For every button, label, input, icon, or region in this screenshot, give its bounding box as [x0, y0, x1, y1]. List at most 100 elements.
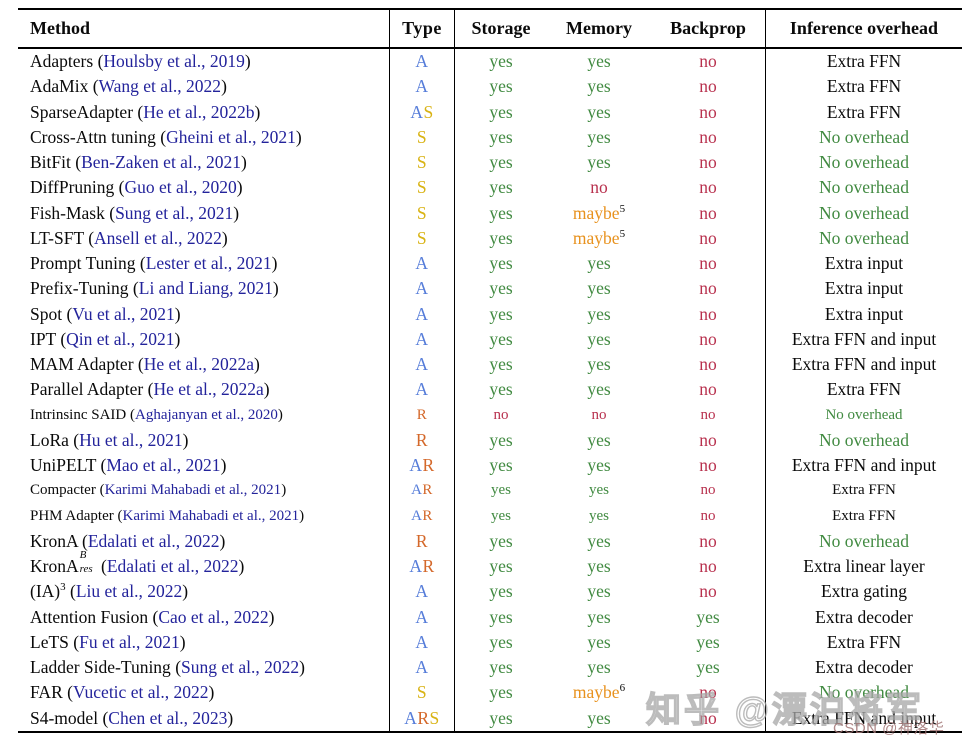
value-text: yes — [587, 581, 611, 602]
memory-cell: yes — [547, 125, 651, 150]
method-cell: Adapters (Houlsby et al., 2019) — [18, 49, 390, 75]
value-text: yes — [489, 581, 513, 602]
table-row: PHM Adapter (Karimi Mahabadi et al., 202… — [18, 503, 962, 529]
citation-link[interactable]: Lester et al., 2021 — [145, 253, 272, 273]
citation-link[interactable]: Qin et al., 2021 — [66, 328, 175, 349]
value-text: yes — [587, 152, 611, 172]
citation-link[interactable]: Karimi Mahabadi et al., 2021 — [104, 482, 282, 499]
method-cell: Spot (Vu et al., 2021) — [18, 301, 390, 327]
citation-link[interactable]: Sung et al., 2021 — [115, 202, 234, 223]
citation-link[interactable]: Edalati et al., 2022 — [106, 556, 239, 576]
type-letter: A — [415, 631, 429, 652]
storage-cell: yes — [455, 226, 547, 251]
citation-link[interactable]: He et al., 2022b — [143, 101, 255, 122]
type-letter: A — [415, 379, 429, 400]
value-text: no — [699, 126, 717, 147]
table-row: SparseAdapter (He et al., 2022b) AS yes yes… — [18, 99, 962, 125]
value-text: no — [590, 177, 608, 198]
type-cell: S — [390, 150, 455, 176]
backprop-cell: no — [651, 74, 765, 99]
memory-cell: yes — [547, 706, 651, 731]
citation-link[interactable]: Mao et al., 2021 — [106, 455, 221, 475]
citation-link[interactable]: Karimi Mahabadi et al., 2021 — [122, 507, 300, 524]
citation-link[interactable]: Houlsby et al., 2019 — [103, 51, 245, 71]
type-letter: A — [415, 328, 429, 349]
method-cell: S4-model (Chen et al., 2023) — [18, 705, 390, 731]
value-text: yes — [587, 379, 611, 400]
type-letter: A — [415, 354, 429, 374]
method-paren-open: ( — [62, 682, 73, 703]
value-text: no — [700, 507, 716, 524]
value-text: maybe — [572, 682, 620, 703]
value-text: yes — [489, 455, 513, 475]
method-paren-open: ( — [135, 253, 146, 273]
value-text: no — [699, 530, 717, 551]
citation-link[interactable]: Li and Liang, 2021 — [138, 278, 273, 299]
overhead-text: No overhead — [819, 202, 909, 223]
memory-cell: yes — [547, 100, 651, 125]
citation-link[interactable]: Aghajanyan et al., 2020 — [135, 406, 278, 423]
method-cell: Fish-Mask (Sung et al., 2021) — [18, 200, 390, 226]
method-paren-open: ( — [93, 51, 104, 71]
method-paren-open: ( — [88, 76, 99, 97]
type-letter: A — [415, 581, 429, 602]
col-header-storage: Storage — [471, 18, 531, 38]
method-paren-close: ) — [295, 126, 302, 147]
citation-link[interactable]: Gheini et al., 2021 — [166, 126, 296, 147]
memory-cell: yes — [547, 504, 651, 529]
memory-cell: yes — [547, 605, 651, 630]
value-text: yes — [489, 606, 513, 627]
inference-overhead-cell: Extra FFN and input — [765, 705, 962, 731]
type-letter: R — [422, 507, 433, 524]
storage-cell: yes — [455, 49, 547, 74]
type-cell: ARS — [390, 705, 455, 731]
citation-link[interactable]: Ansell et al., 2022 — [94, 227, 222, 248]
col-header-memory: Memory — [566, 18, 632, 38]
citation-link[interactable]: He et al., 2022a — [143, 354, 255, 374]
value-text: yes — [587, 51, 611, 71]
inference-overhead-cell: No overhead — [765, 124, 962, 151]
method-cell: PHM Adapter (Karimi Mahabadi et al., 202… — [18, 503, 390, 529]
backprop-cell: no — [651, 554, 765, 579]
method-paren-close: ) — [254, 101, 261, 122]
citation-link[interactable]: Vu et al., 2021 — [72, 303, 175, 324]
citation-link[interactable]: Sung et al., 2022 — [181, 657, 300, 677]
backprop-cell: no — [651, 579, 765, 604]
backprop-cell: no — [651, 478, 765, 503]
method-paren-open: ( — [98, 707, 109, 728]
value-text: yes — [489, 631, 513, 652]
citation-link[interactable]: Chen et al., 2023 — [108, 707, 228, 728]
type-cell: R — [390, 528, 455, 555]
citation-link[interactable]: Edalati et al., 2022 — [87, 530, 220, 551]
type-letter: A — [415, 303, 429, 324]
method-name: Ladder Side-Tuning — [30, 657, 171, 677]
type-letter: A — [411, 482, 423, 499]
value-text: yes — [587, 278, 611, 299]
storage-cell: yes — [455, 630, 547, 655]
inference-overhead-cell: Extra FFN and input — [765, 352, 962, 378]
citation-link[interactable]: Vucetic et al., 2022 — [72, 682, 209, 703]
type-letter: A — [415, 76, 429, 97]
method-name: PHM Adapter — [30, 507, 114, 524]
value-text: yes — [489, 227, 513, 248]
citation-link[interactable]: He et al., 2022a — [153, 379, 264, 400]
type-cell: S — [390, 124, 455, 151]
citation-link[interactable]: Ben-Zaken et al., 2021 — [81, 152, 241, 172]
storage-cell: yes — [455, 201, 547, 226]
citation-link[interactable]: Cao et al., 2022 — [158, 606, 269, 627]
citation-link[interactable]: Guo et al., 2020 — [124, 177, 237, 198]
storage-cell: yes — [455, 579, 547, 604]
citation-link[interactable]: Liu et al., 2022 — [75, 581, 183, 602]
value-text: yes — [589, 507, 609, 524]
type-cell: S — [390, 680, 455, 706]
citation-link[interactable]: Hu et al., 2021 — [79, 429, 183, 450]
memory-cell: yes — [547, 453, 651, 478]
value-text: no — [493, 406, 509, 423]
type-letter: R — [422, 482, 433, 499]
citation-link[interactable]: Wang et al., 2022 — [98, 76, 222, 97]
citation-link[interactable]: Fu et al., 2021 — [79, 631, 180, 652]
value-text: yes — [696, 657, 720, 677]
